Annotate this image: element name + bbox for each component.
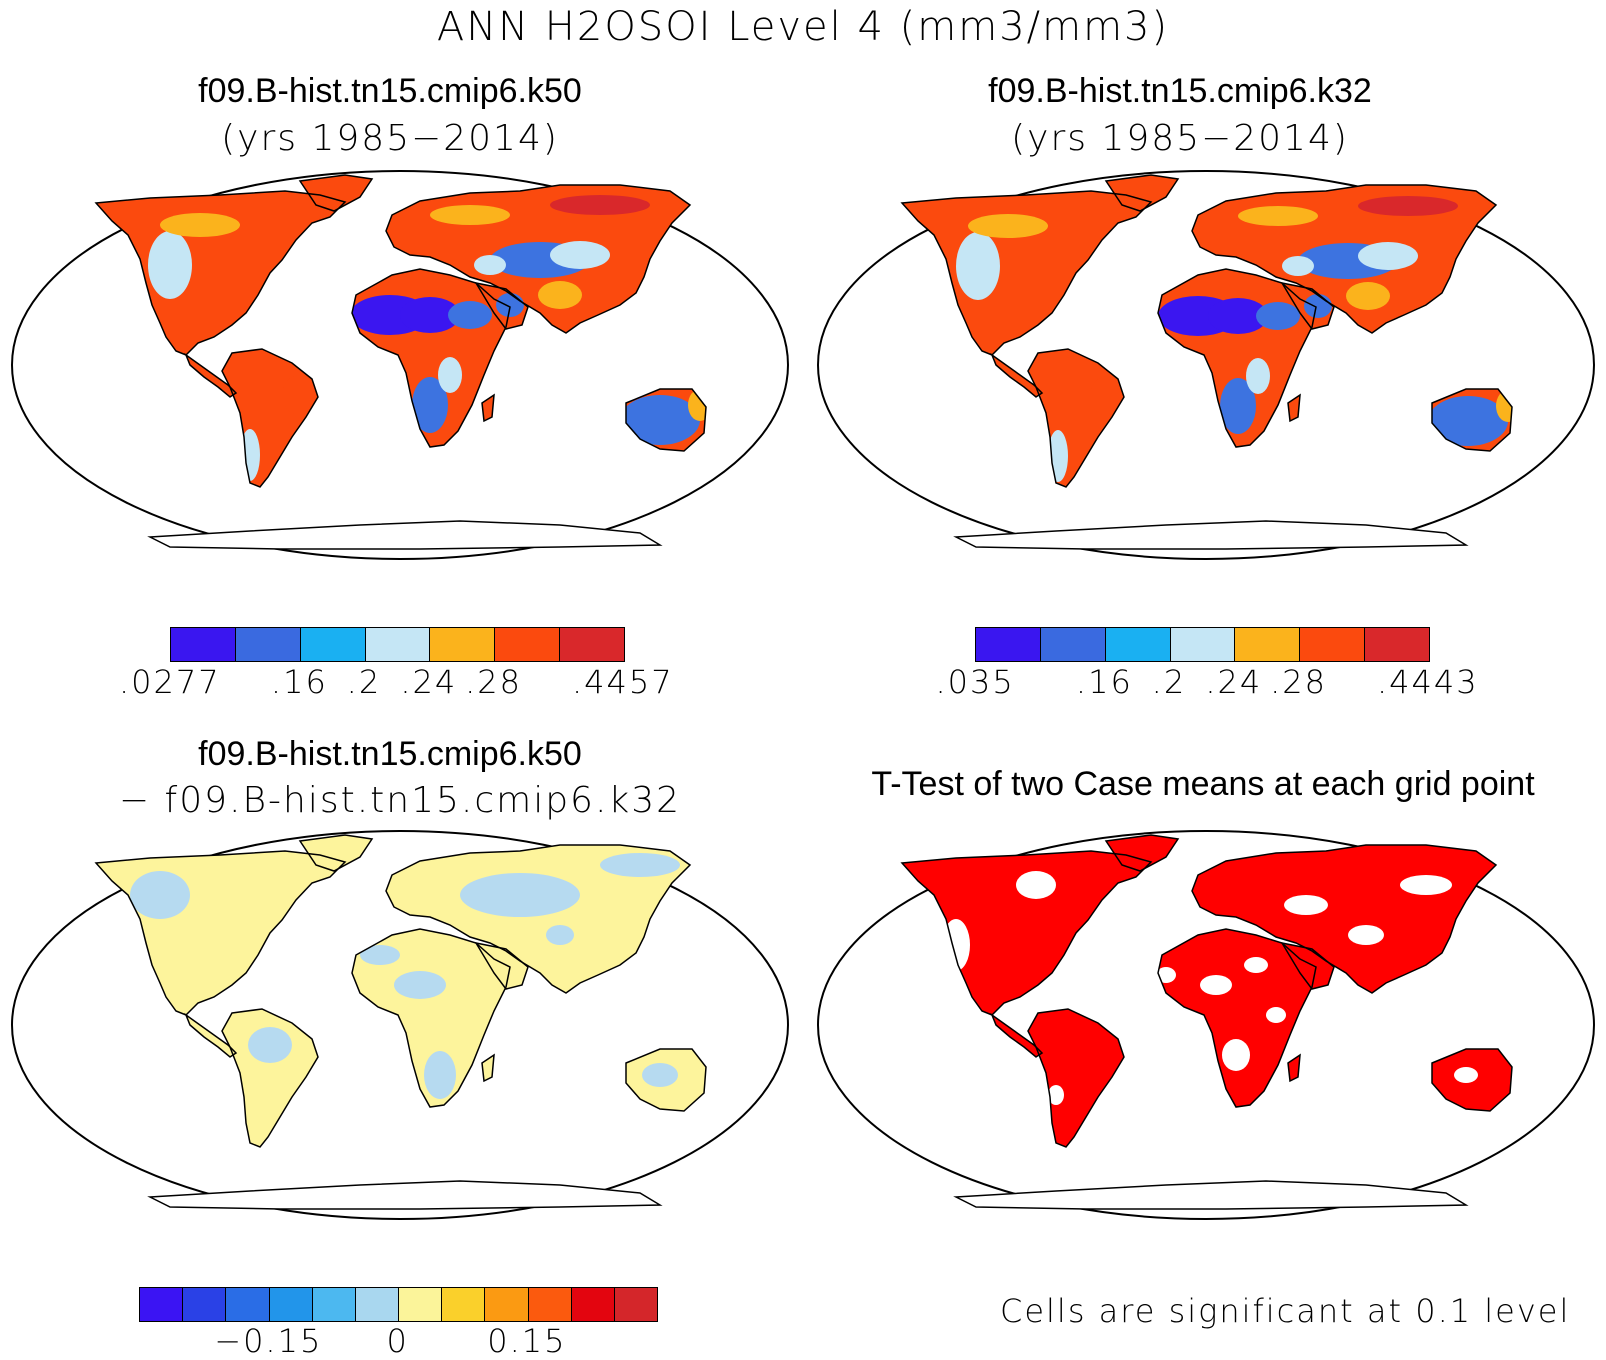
- colorbar-difference: [139, 1287, 658, 1322]
- colorbar-ticks-top-left: .0277 .16 .2 .24.28 .4457: [119, 663, 672, 703]
- colorbar-tick-label: .24: [400, 663, 458, 701]
- coastline-australia: [625, 1048, 707, 1112]
- antarctica-outline: [953, 1180, 1469, 1210]
- colorbar-swatch: [171, 628, 236, 661]
- colorbar-tick-label: .2: [1151, 663, 1187, 701]
- coastline-north-america: [94, 190, 347, 356]
- antarctica-outline: [147, 520, 663, 550]
- significance-note: Cells are significant at 0.1 level: [1000, 1292, 1571, 1330]
- colorbar-tick-label: .28: [1270, 663, 1327, 701]
- colorbar-swatch: [355, 1288, 400, 1321]
- colorbar-swatch: [560, 628, 625, 661]
- coastline-madagascar: [1287, 393, 1301, 423]
- colorbar-tick-label: .4457: [572, 663, 674, 701]
- coastline-eurasia: [1191, 844, 1498, 994]
- coastline-eurasia: [385, 844, 692, 994]
- coastline-north-america: [900, 190, 1153, 356]
- colorbar-swatch: [235, 628, 301, 661]
- antarctica-outline: [953, 520, 1469, 550]
- colorbar-swatch: [614, 1288, 658, 1321]
- colorbar-swatch: [269, 1288, 313, 1321]
- colorbar-swatch: [226, 1288, 270, 1321]
- map-bottom-left: [11, 830, 789, 1220]
- coastline-north-america: [94, 850, 347, 1016]
- colorbar-tick-label: .4443: [1377, 663, 1479, 701]
- coastline-madagascar: [1287, 1053, 1301, 1083]
- coastline-madagascar: [481, 393, 495, 423]
- colorbar-tick-label: .2: [346, 663, 382, 701]
- colorbar-top-left: [170, 627, 625, 662]
- colorbar-swatch: [312, 1288, 356, 1321]
- coastline-south-america: [1027, 1008, 1125, 1148]
- panel-title-top-right: f09.B-hist.tn15.cmip6.k32: [988, 72, 1372, 110]
- coastline-greenland: [1104, 174, 1180, 212]
- colorbar-tick-label: −0.15: [214, 1322, 323, 1360]
- colorbar-swatch: [1235, 628, 1301, 661]
- panel-subtitle-top-right: (yrs 1985−2014): [1011, 118, 1349, 159]
- coastline-africa: [1157, 928, 1317, 1108]
- colorbar-tick-label: .16: [1075, 663, 1133, 701]
- colorbar-swatch: [442, 1288, 486, 1321]
- colorbar-tick-label: .24: [1205, 663, 1263, 701]
- coastline-arabia: [1280, 281, 1335, 330]
- map-bottom-right: [817, 830, 1595, 1220]
- colorbar-swatch: [430, 628, 496, 661]
- panel-subtitle-top-left: (yrs 1985−2014): [221, 118, 559, 159]
- colorbar-swatch: [485, 1288, 529, 1321]
- colorbar-swatch: [1170, 628, 1236, 661]
- map-top-left: [11, 170, 789, 560]
- colorbar-swatch: [976, 628, 1041, 661]
- colorbar-swatch: [1300, 628, 1366, 661]
- coastline-south-america: [1027, 348, 1125, 488]
- antarctica-outline: [147, 1180, 663, 1210]
- coastline-africa: [351, 928, 511, 1108]
- coastline-australia: [1431, 1048, 1513, 1112]
- colorbar-swatch: [571, 1288, 615, 1321]
- panel-title-top-left: f09.B-hist.tn15.cmip6.k50: [198, 72, 582, 110]
- coastline-eurasia: [1191, 184, 1498, 334]
- colorbar-swatch: [365, 628, 431, 661]
- colorbar-swatch: [495, 628, 561, 661]
- colorbar-swatch: [1105, 628, 1171, 661]
- colorbar-tick-label: 0.15: [487, 1322, 567, 1360]
- coastline-arabia: [474, 281, 529, 330]
- colorbar-swatch: [399, 1288, 443, 1321]
- colorbar-swatch: [528, 1288, 572, 1321]
- coastline-eurasia: [385, 184, 692, 334]
- coastline-greenland: [298, 174, 374, 212]
- coastline-australia: [625, 388, 707, 452]
- figure-title: ANN H2OSOI Level 4 (mm3/mm3): [436, 4, 1170, 50]
- colorbar-swatch: [1365, 628, 1430, 661]
- colorbar-swatch: [300, 628, 366, 661]
- coastline-arabia: [474, 941, 529, 990]
- colorbar-tick-label: .16: [270, 663, 328, 701]
- colorbar-ticks-difference: −0.15 0 0.15: [139, 1322, 656, 1360]
- panel-title-bottom-left: f09.B-hist.tn15.cmip6.k50: [198, 735, 582, 773]
- colorbar-tick-label: .28: [465, 663, 522, 701]
- coastline-greenland: [1104, 834, 1180, 872]
- coastline-south-america: [221, 348, 319, 488]
- map-top-right: [817, 170, 1595, 560]
- colorbar-ticks-top-right: .035 .16 .2 .24.28 .4443: [936, 663, 1477, 703]
- colorbar-swatch: [140, 1288, 184, 1321]
- colorbar-tick-label: .035: [935, 663, 1015, 701]
- coastline-north-america: [900, 850, 1153, 1016]
- colorbar-swatch: [1040, 628, 1106, 661]
- colorbar-swatch: [183, 1288, 227, 1321]
- coastline-madagascar: [481, 1053, 495, 1083]
- coastline-africa: [1157, 268, 1317, 448]
- coastline-australia: [1431, 388, 1513, 452]
- colorbar-top-right: [975, 627, 1430, 662]
- panel-subtitle-bottom-left: − f09.B-hist.tn15.cmip6.k32: [118, 780, 682, 821]
- coastline-arabia: [1280, 941, 1335, 990]
- coastline-africa: [351, 268, 511, 448]
- colorbar-tick-label: 0: [386, 1322, 409, 1360]
- colorbar-tick-label: .0277: [119, 663, 221, 701]
- coastline-south-america: [221, 1008, 319, 1148]
- panel-title-bottom-right: T-Test of two Case means at each grid po…: [871, 765, 1535, 803]
- coastline-greenland: [298, 834, 374, 872]
